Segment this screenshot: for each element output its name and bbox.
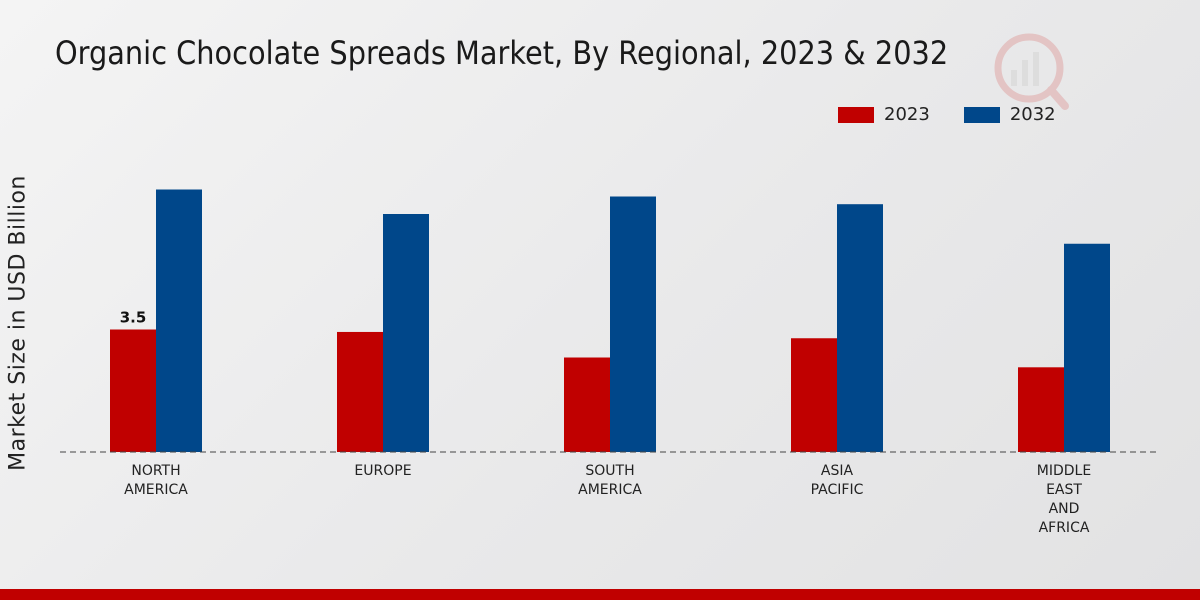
legend-item-2023[interactable]: 2023	[838, 104, 930, 125]
bar-2032-2[interactable]	[610, 196, 656, 453]
chart-title: Organic Chocolate Spreads Market, By Reg…	[55, 34, 949, 72]
bar-2023-1[interactable]	[337, 331, 383, 452]
legend-item-2032[interactable]: 2032	[963, 104, 1056, 125]
x-tick-label-4: MIDDLE EAST AND AFRICA	[1037, 463, 1091, 536]
watermark-logo-icon	[994, 33, 1069, 110]
legend: 2023 2032	[838, 104, 1090, 125]
bar-2032-0[interactable]	[156, 189, 202, 453]
bar-2023-0[interactable]	[110, 329, 156, 453]
legend-label-2032: 2032	[1009, 104, 1056, 125]
bar-2023-3[interactable]	[791, 338, 837, 452]
bar-2032-4[interactable]	[1064, 243, 1110, 452]
bar-2032-1[interactable]	[383, 214, 429, 452]
x-tick-label-2: SOUTH AMERICA	[578, 463, 642, 498]
legend-swatch-2032	[963, 106, 1000, 123]
x-tick-label-0: NORTH AMERICA	[124, 463, 188, 498]
x-tick-label-1: EUROPE	[354, 463, 411, 479]
data-label-0: 3.5	[120, 309, 147, 327]
legend-label-2023: 2023	[884, 104, 930, 125]
legend-swatch-2023	[838, 106, 874, 123]
bar-2032-3[interactable]	[837, 204, 883, 452]
x-tick-label-3: ASIA PACIFIC	[811, 463, 864, 498]
bar-2023-2[interactable]	[564, 357, 610, 453]
bar-2023-4[interactable]	[1018, 367, 1064, 452]
footer-bar	[0, 589, 1200, 600]
